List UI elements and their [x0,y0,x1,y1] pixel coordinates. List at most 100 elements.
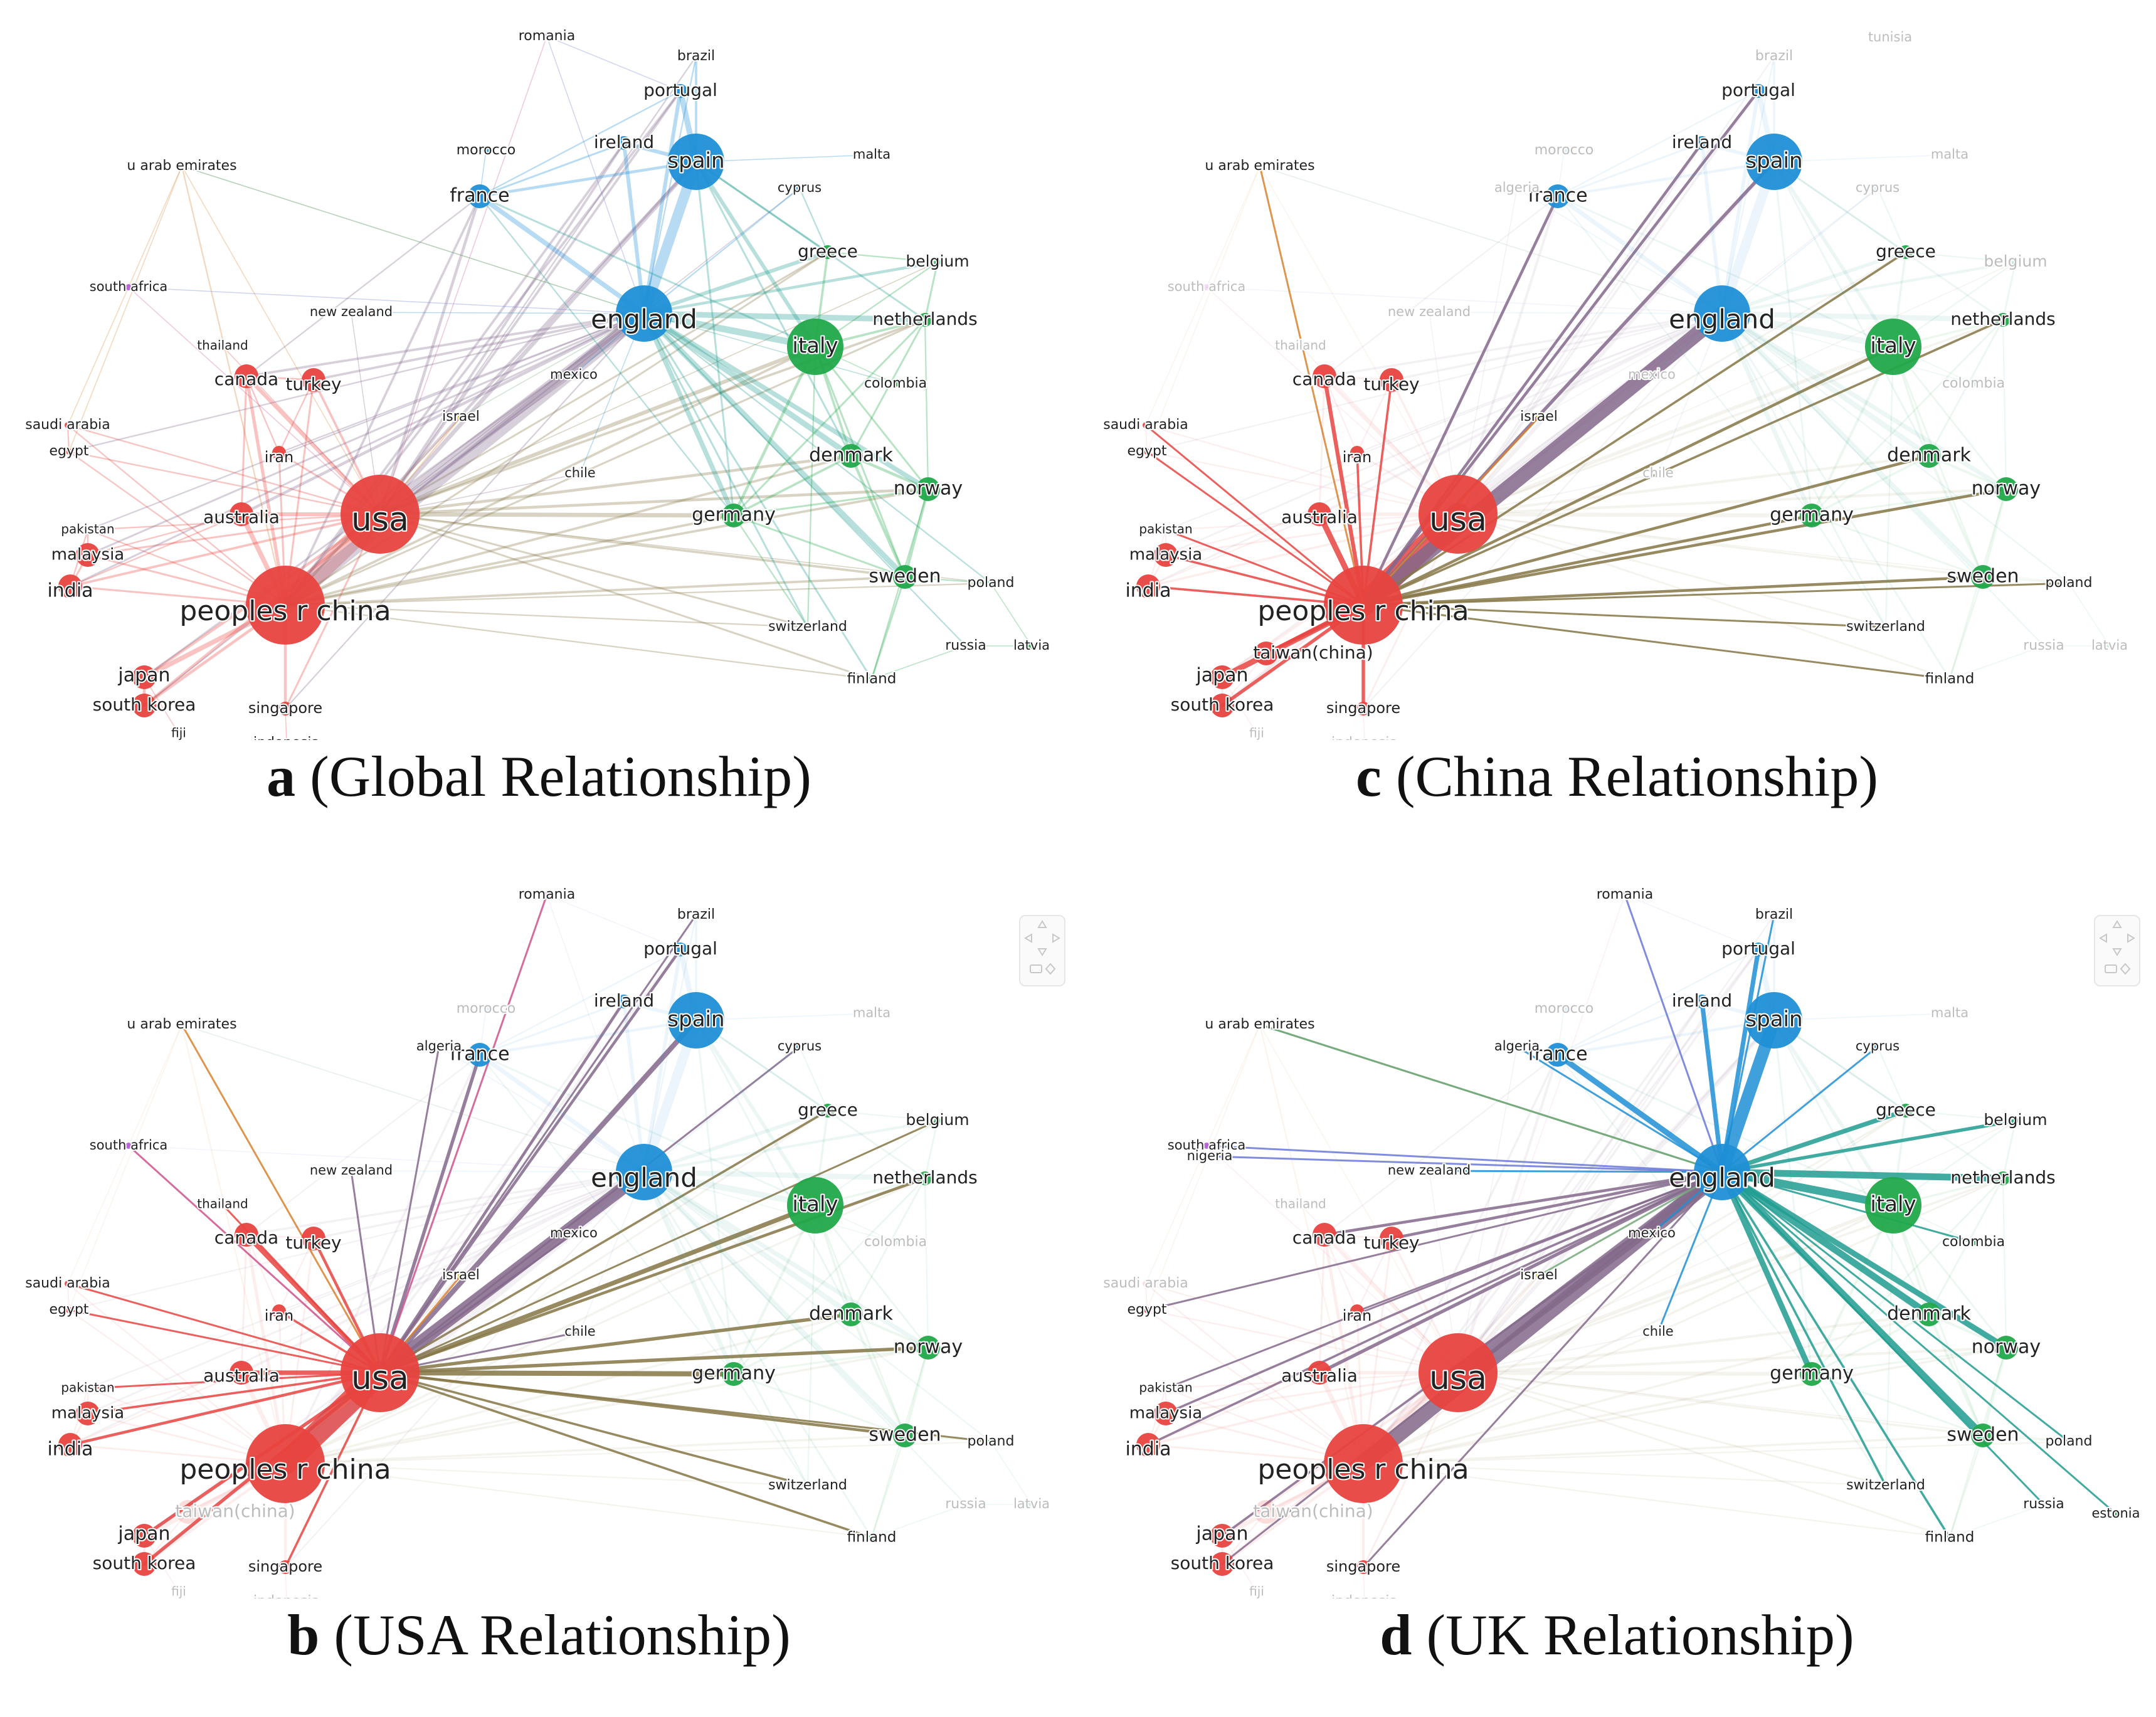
node-france[interactable] [468,1043,492,1067]
node-netherlands[interactable] [918,1171,932,1185]
node-switzerland[interactable] [1883,624,1889,630]
node-belgium[interactable] [934,1117,941,1124]
node-italy[interactable] [1865,1177,1921,1234]
node-poland[interactable] [2066,1439,2072,1445]
node-nigeria[interactable] [1207,1153,1213,1160]
node-italy[interactable] [787,1177,843,1234]
node-turkey[interactable] [302,368,325,392]
node-newzealand[interactable] [1426,1168,1432,1174]
node-germany[interactable] [1800,1362,1824,1386]
node-malta[interactable] [869,1010,875,1017]
node-denmark[interactable] [1917,444,1941,468]
node-turkey[interactable] [1380,1227,1403,1250]
node-poland[interactable] [988,580,994,586]
node-thailand[interactable] [1297,1202,1304,1208]
node-brazil[interactable] [693,912,699,918]
node-spain[interactable] [668,992,724,1049]
node-latvia[interactable] [1028,1501,1035,1508]
node-portugal[interactable] [1752,943,1765,956]
node-greece[interactable] [821,1104,835,1117]
node-chile[interactable] [1655,1329,1661,1335]
node-england[interactable] [616,285,672,342]
node-denmark[interactable] [1917,1302,1941,1326]
node-belgium[interactable] [2012,259,2019,265]
node-morocco[interactable] [483,1006,489,1012]
node-newzealand[interactable] [348,309,354,315]
node-china[interactable] [246,566,325,645]
node-israel[interactable] [1536,1272,1542,1279]
node-brazil[interactable] [693,53,699,60]
node-algeria[interactable] [1514,1043,1520,1050]
node-ireland[interactable] [617,995,631,1008]
node-denmark[interactable] [839,444,863,468]
node-israel[interactable] [458,414,464,420]
node-newzealand[interactable] [348,1168,354,1174]
node-france[interactable] [1546,184,1570,208]
node-malta[interactable] [1947,152,1953,158]
node-cyprus[interactable] [796,185,803,191]
node-uae[interactable] [1257,163,1263,169]
node-newzealand[interactable] [1426,309,1432,315]
node-sweden[interactable] [1971,1424,1995,1447]
node-sweden[interactable] [893,1424,917,1447]
node-netherlands[interactable] [918,313,932,327]
node-finland[interactable] [1947,1535,1953,1541]
node-turkey[interactable] [1380,368,1403,392]
node-fiji[interactable] [176,1589,182,1595]
node-china[interactable] [1324,1424,1403,1503]
node-canada[interactable] [1313,1223,1336,1247]
node-colombia[interactable] [1970,1239,1977,1245]
node-cyprus[interactable] [796,1043,803,1050]
node-saudiarabia[interactable] [1143,1281,1149,1287]
node-norway[interactable] [916,1336,940,1360]
node-finland[interactable] [1947,676,1953,682]
node-spain[interactable] [1746,992,1802,1049]
node-switzerland[interactable] [805,1482,811,1489]
node-iran[interactable] [272,1304,286,1318]
node-china[interactable] [1324,566,1403,645]
node-singapore[interactable] [1356,702,1370,716]
node-usa[interactable] [1419,475,1498,554]
node-pakistan[interactable] [85,1385,91,1392]
node-uae[interactable] [179,1022,185,1028]
node-malaysia[interactable] [1154,1402,1178,1425]
node-egypt[interactable] [1144,448,1150,455]
node-iran[interactable] [1350,446,1364,460]
node-chile[interactable] [1655,470,1661,477]
node-taiwan[interactable] [1254,642,1278,665]
node-brazil[interactable] [1771,912,1777,918]
node-australia[interactable] [1308,502,1331,526]
node-switzerland[interactable] [805,624,811,630]
node-morocco[interactable] [1561,147,1567,154]
node-italy[interactable] [787,319,843,375]
node-colombia[interactable] [892,381,899,387]
node-brazil[interactable] [1771,53,1777,60]
node-mexico[interactable] [571,1230,577,1237]
node-fiji[interactable] [1254,1589,1260,1595]
node-chile[interactable] [577,1329,583,1335]
node-algeria[interactable] [436,1043,442,1050]
node-england[interactable] [1694,1144,1750,1200]
node-algeria[interactable] [1514,185,1520,191]
node-latvia[interactable] [2106,643,2113,649]
node-greece[interactable] [1899,245,1913,259]
node-japan[interactable] [132,1524,156,1548]
node-fiji[interactable] [176,731,182,737]
node-russia[interactable] [963,643,969,649]
node-egypt[interactable] [66,1307,72,1313]
node-malta[interactable] [869,152,875,158]
node-england[interactable] [1694,285,1750,342]
node-russia[interactable] [963,1501,969,1508]
node-netherlands[interactable] [1996,1171,2010,1185]
node-china[interactable] [246,1424,325,1503]
node-ireland[interactable] [1695,995,1709,1008]
node-norway[interactable] [1994,477,2018,501]
node-tunisia[interactable] [1887,34,1893,41]
node-usa[interactable] [1419,1333,1498,1412]
node-saudiarabia[interactable] [65,422,71,428]
node-norway[interactable] [1994,1336,2018,1360]
node-russia[interactable] [2041,643,2047,649]
node-ireland[interactable] [617,136,631,150]
node-switzerland[interactable] [1883,1482,1889,1489]
node-romania[interactable] [544,33,550,40]
